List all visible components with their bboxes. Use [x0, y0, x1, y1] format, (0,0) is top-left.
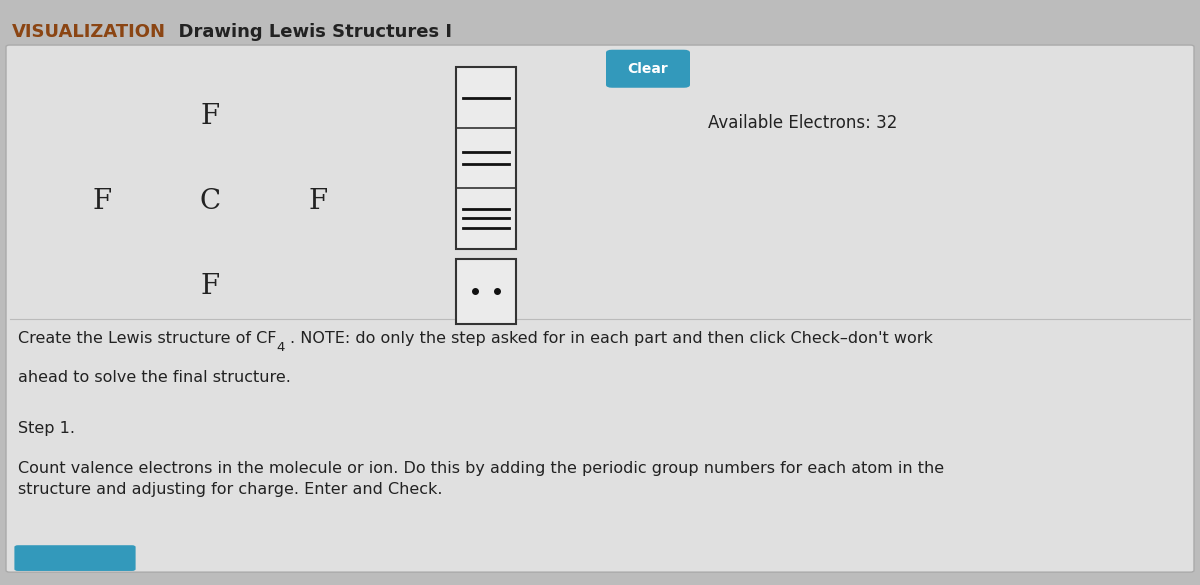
Bar — [456, 259, 516, 324]
Text: C: C — [199, 188, 221, 215]
Text: Clear: Clear — [628, 62, 668, 75]
Text: Count valence electrons in the molecule or ion. Do this by adding the periodic g: Count valence electrons in the molecule … — [18, 461, 944, 497]
FancyBboxPatch shape — [606, 50, 690, 88]
FancyBboxPatch shape — [14, 545, 136, 571]
Text: . NOTE: do only the step asked for in each part and then click Check–don't work: . NOTE: do only the step asked for in ea… — [290, 331, 932, 346]
Text: F: F — [308, 188, 328, 215]
Text: ahead to solve the final structure.: ahead to solve the final structure. — [18, 370, 290, 386]
Text: Create the Lewis structure of CF: Create the Lewis structure of CF — [18, 331, 276, 346]
Text: Drawing Lewis Structures I: Drawing Lewis Structures I — [166, 23, 451, 41]
Text: F: F — [200, 273, 220, 300]
Bar — [456, 67, 516, 249]
Text: Step 1.: Step 1. — [18, 421, 74, 436]
Text: Available Electrons: 32: Available Electrons: 32 — [708, 114, 898, 132]
Text: F: F — [92, 188, 112, 215]
Text: 4: 4 — [277, 341, 284, 354]
Text: F: F — [200, 104, 220, 130]
Text: VISUALIZATION: VISUALIZATION — [12, 23, 166, 41]
Text: Step 2.: Step 2. — [18, 553, 83, 568]
FancyBboxPatch shape — [6, 45, 1194, 572]
